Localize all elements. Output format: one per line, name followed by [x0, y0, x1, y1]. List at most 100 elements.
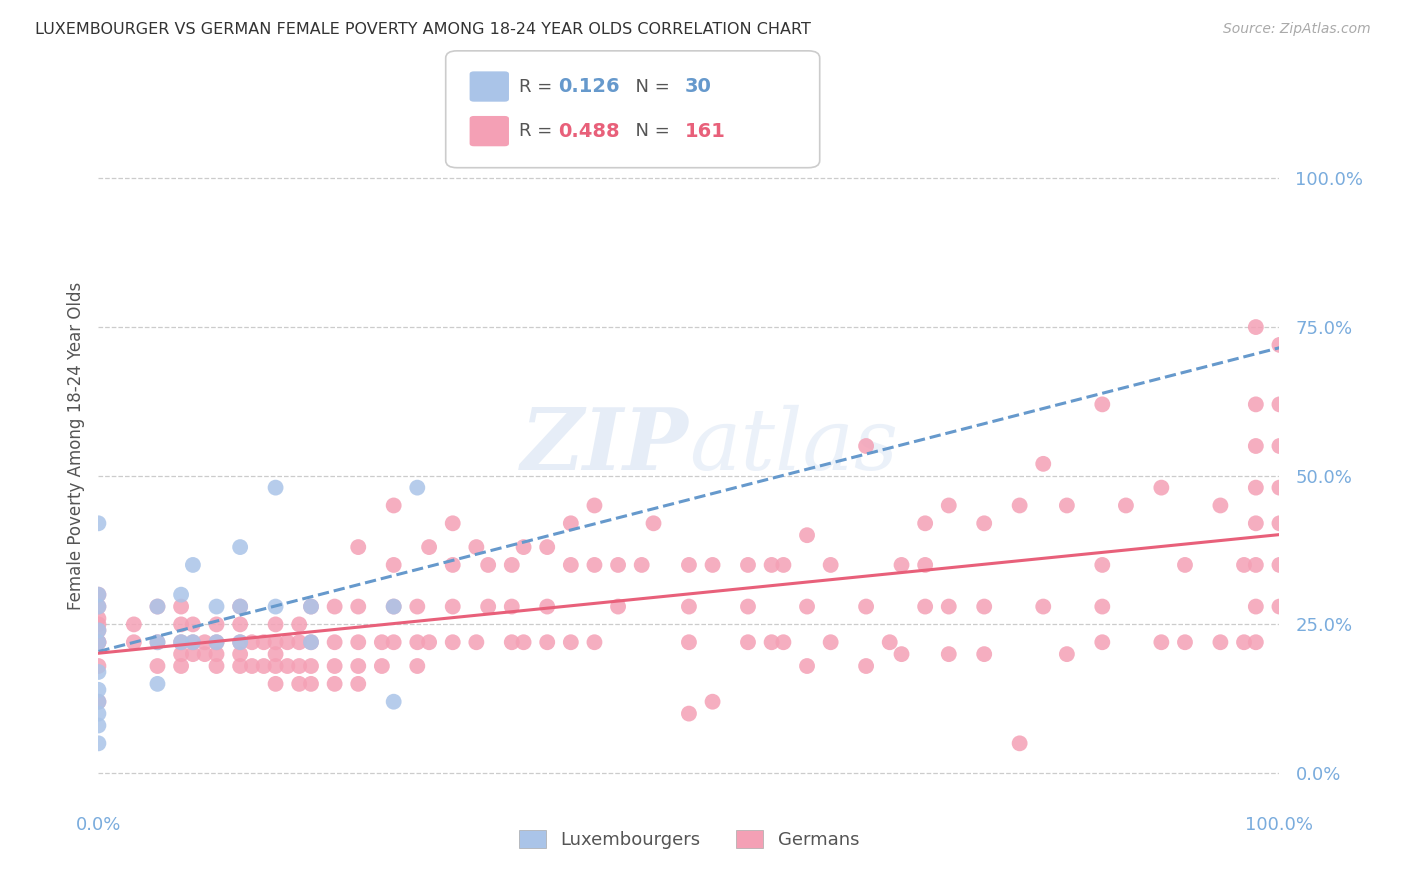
Point	[146, 635, 169, 649]
Legend: Luxembourgers, Germans: Luxembourgers, Germans	[509, 821, 869, 858]
Point	[702, 558, 724, 572]
Point	[890, 558, 912, 572]
Point	[87, 665, 110, 679]
Point	[382, 558, 405, 572]
Point	[87, 588, 110, 602]
Point	[87, 624, 110, 638]
Point	[288, 635, 311, 649]
Point	[1056, 647, 1078, 661]
Point	[1244, 558, 1267, 572]
Point	[205, 599, 228, 614]
Point	[477, 558, 499, 572]
Point	[1268, 516, 1291, 531]
Point	[973, 647, 995, 661]
Point	[87, 695, 110, 709]
Point	[737, 635, 759, 649]
Point	[347, 540, 370, 554]
Y-axis label: Female Poverty Among 18-24 Year Olds: Female Poverty Among 18-24 Year Olds	[66, 282, 84, 610]
Point	[87, 611, 110, 625]
Point	[181, 647, 204, 661]
Text: 0.488: 0.488	[558, 121, 620, 141]
Point	[323, 599, 346, 614]
Point	[938, 499, 960, 513]
Point	[607, 599, 630, 614]
Point	[229, 635, 252, 649]
Point	[406, 481, 429, 495]
Point	[1268, 397, 1291, 411]
Point	[170, 617, 193, 632]
Point	[1268, 481, 1291, 495]
Point	[253, 659, 276, 673]
Point	[87, 635, 110, 649]
Point	[87, 706, 110, 721]
Point	[820, 635, 842, 649]
Point	[87, 599, 110, 614]
Point	[1008, 736, 1031, 750]
Point	[796, 659, 818, 673]
Point	[1115, 499, 1137, 513]
Point	[914, 599, 936, 614]
Point	[914, 516, 936, 531]
Point	[87, 659, 110, 673]
Point	[643, 516, 665, 531]
Point	[512, 635, 534, 649]
Point	[1244, 320, 1267, 334]
Point	[1233, 635, 1256, 649]
Point	[560, 635, 582, 649]
Point	[1174, 558, 1197, 572]
Text: R =: R =	[519, 78, 558, 95]
Point	[87, 516, 110, 531]
Point	[418, 635, 440, 649]
Point	[1268, 439, 1291, 453]
Point	[1056, 499, 1078, 513]
Point	[418, 540, 440, 554]
Point	[181, 617, 204, 632]
Text: N =: N =	[624, 78, 676, 95]
Point	[501, 599, 523, 614]
Point	[122, 617, 145, 632]
Text: ZIP: ZIP	[522, 404, 689, 488]
Text: Source: ZipAtlas.com: Source: ZipAtlas.com	[1223, 22, 1371, 37]
Point	[87, 599, 110, 614]
Point	[973, 516, 995, 531]
Point	[194, 635, 217, 649]
Point	[855, 659, 877, 673]
Text: 0.126: 0.126	[558, 77, 620, 96]
Point	[406, 659, 429, 673]
Point	[678, 635, 700, 649]
Point	[229, 659, 252, 673]
Point	[264, 635, 287, 649]
Point	[323, 677, 346, 691]
Point	[240, 659, 263, 673]
Point	[1032, 599, 1054, 614]
Point	[1150, 481, 1173, 495]
Point	[87, 617, 110, 632]
Point	[181, 635, 204, 649]
Point	[465, 540, 488, 554]
Point	[796, 528, 818, 542]
Point	[264, 677, 287, 691]
Point	[1244, 599, 1267, 614]
Text: LUXEMBOURGER VS GERMAN FEMALE POVERTY AMONG 18-24 YEAR OLDS CORRELATION CHART: LUXEMBOURGER VS GERMAN FEMALE POVERTY AM…	[35, 22, 811, 37]
Point	[205, 617, 228, 632]
Point	[170, 588, 193, 602]
Point	[146, 659, 169, 673]
Point	[855, 439, 877, 453]
Point	[1244, 397, 1267, 411]
Point	[205, 635, 228, 649]
Point	[276, 635, 298, 649]
Point	[761, 635, 783, 649]
Point	[772, 558, 794, 572]
Point	[820, 558, 842, 572]
Point	[796, 599, 818, 614]
Point	[536, 599, 558, 614]
Point	[264, 481, 287, 495]
Point	[87, 635, 110, 649]
Point	[170, 659, 193, 673]
Point	[737, 599, 759, 614]
Point	[1209, 635, 1232, 649]
Point	[1209, 499, 1232, 513]
Point	[347, 599, 370, 614]
Point	[678, 599, 700, 614]
Point	[465, 635, 488, 649]
